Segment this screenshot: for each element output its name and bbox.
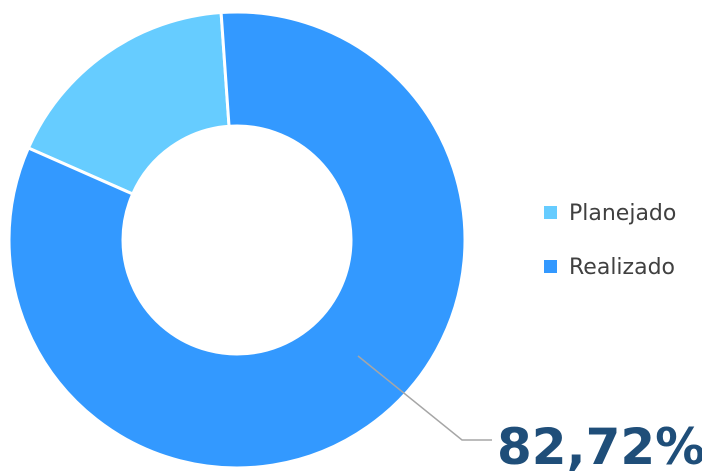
realizado-data-label: 82,72%: [497, 418, 702, 474]
legend: Planejado Realizado: [544, 201, 676, 280]
realizado-leader-line: [357, 355, 492, 441]
legend-swatch-planejado: [544, 206, 557, 219]
slice-realizado: [7, 10, 467, 470]
legend-swatch-realizado: [544, 260, 557, 273]
legend-label-planejado: Planejado: [569, 201, 676, 226]
legend-label-realizado: Realizado: [569, 255, 675, 280]
slices-group: [7, 10, 467, 470]
slice-planejado: [26, 10, 231, 196]
